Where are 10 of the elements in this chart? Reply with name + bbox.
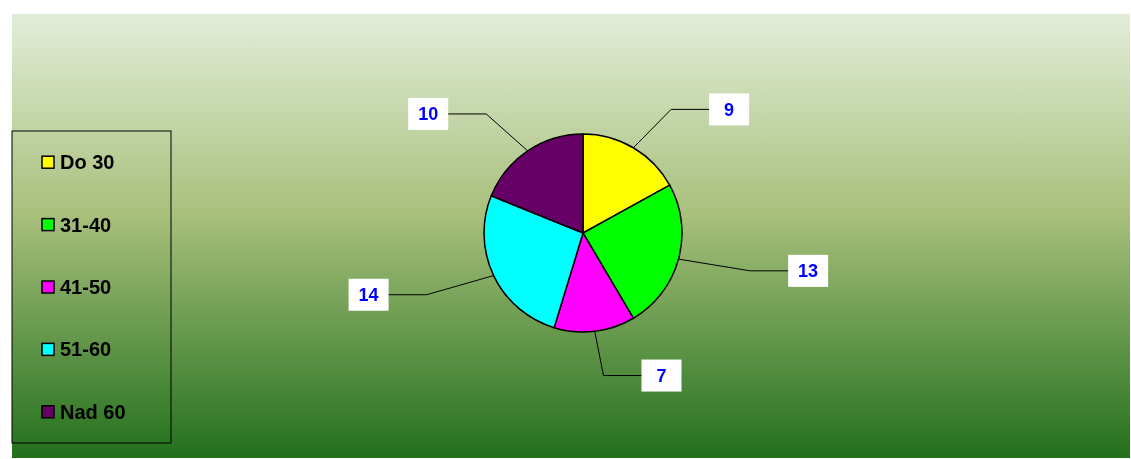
data-label: 14 [358,285,379,306]
data-label: 7 [656,365,667,386]
data-label: 13 [798,261,819,282]
legend-label: 51-60 [60,338,112,361]
legend-label: 41-50 [60,276,112,298]
data-label: 9 [724,99,735,120]
legend-label: Do 30 [60,151,115,174]
legend-label: Nad 60 [60,400,126,423]
legend-label: 31-40 [60,213,112,236]
data-label: 10 [418,104,439,125]
